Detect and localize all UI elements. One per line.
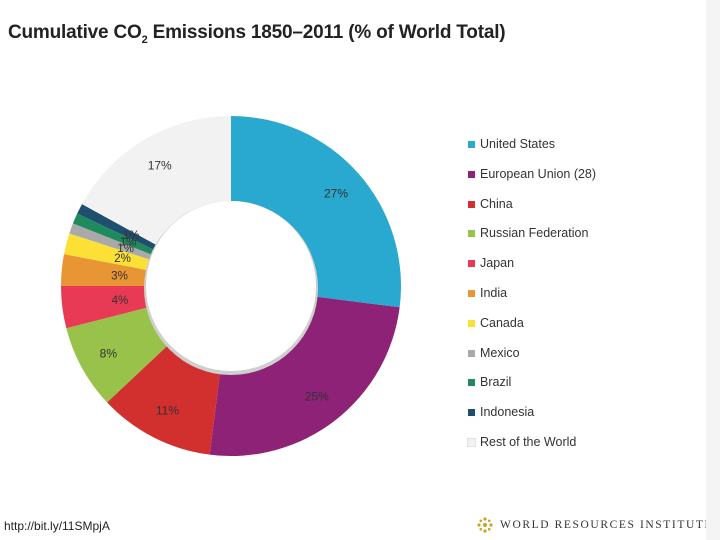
slice-japan <box>61 286 149 329</box>
slice-mexico <box>69 223 152 260</box>
legend-item-brazil: Brazil <box>468 375 596 405</box>
title-prefix: Cumulative CO <box>8 22 142 43</box>
legend-item-united-states: United States <box>468 137 596 167</box>
chart-legend: United States European Union (28) China Rus… <box>467 137 596 465</box>
legend-item-china: China <box>468 197 596 227</box>
legend-label: Indonesia <box>480 405 535 420</box>
legend-label: Canada <box>480 315 524 330</box>
legend-swatch <box>468 289 475 297</box>
legend-swatch <box>468 260 475 268</box>
slice-indonesia <box>77 204 157 250</box>
slice-european-union-28 <box>209 296 400 456</box>
page-edge <box>706 0 720 540</box>
legend-label: Russian Federation <box>480 226 589 241</box>
legend-swatch <box>468 141 475 148</box>
chart-title: Cumulative CO2 Emissions 1850–2011 (% of… <box>8 22 506 46</box>
donut-hole <box>146 201 316 371</box>
slice-label-european-union-28: 25% <box>305 390 329 404</box>
slice-label-canada: 2% <box>114 253 131 265</box>
legend-swatch <box>468 230 475 238</box>
slice-label-mexico: 1% <box>117 243 134 255</box>
slice-label-russian-federation: 8% <box>100 346 118 360</box>
legend-label: Mexico <box>480 345 520 360</box>
slice-label-china: 11% <box>156 404 179 418</box>
legend-item-japan: Japan <box>468 256 596 286</box>
slice-label-indonesia: 1% <box>123 230 140 242</box>
source-url: http://bit.ly/11SMpjA <box>4 519 110 533</box>
wri-logo-icon <box>477 517 493 533</box>
legend-swatch <box>468 379 475 387</box>
legend-label: Brazil <box>480 375 512 390</box>
legend-label: India <box>480 285 508 300</box>
slice-label-india: 3% <box>111 270 128 282</box>
legend-item-european-union-28: European Union (28) <box>468 167 596 197</box>
legend-label: United States <box>480 137 556 151</box>
legend-item-rest-of-the-world: Rest of the World <box>467 434 596 465</box>
slice-rest-of-the-world <box>82 116 231 246</box>
donut-chart: 27%25%11%8%4%3%2%1%1%1%17% <box>61 116 401 456</box>
wri-logo-text: WORLD RESOURCES INSTITUTE <box>500 519 714 531</box>
slice-label-united-states: 27% <box>324 186 348 200</box>
legend-swatch <box>467 437 476 447</box>
legend-swatch <box>468 409 475 417</box>
legend-swatch <box>468 170 475 178</box>
slice-china <box>107 344 221 455</box>
slice-united-states <box>231 116 401 308</box>
title-suffix: Emissions 1850–2011 (% of World Total) <box>147 22 506 43</box>
legend-item-india: India <box>468 286 596 316</box>
legend-item-indonesia: Indonesia <box>468 405 596 435</box>
legend-swatch <box>468 200 475 208</box>
legend-label: European Union (28) <box>480 166 597 181</box>
slice-brazil <box>72 213 155 255</box>
slice-label-japan: 4% <box>112 295 129 307</box>
legend-label: China <box>480 196 513 211</box>
slice-india <box>61 254 148 286</box>
slice-canada <box>64 233 151 271</box>
wri-logo: WORLD RESOURCES INSTITUTE <box>476 516 713 534</box>
legend-label: Japan <box>480 256 515 271</box>
legend-item-canada: Canada <box>468 316 596 346</box>
legend-label: Rest of the World <box>480 434 577 449</box>
slice-russian-federation <box>66 307 170 403</box>
legend-swatch <box>468 319 475 327</box>
legend-item-mexico: Mexico <box>468 346 596 376</box>
legend-swatch <box>468 349 475 357</box>
slice-label-rest-of-the-world: 17% <box>148 158 172 172</box>
slice-label-brazil: 1% <box>120 237 137 249</box>
title-subscript: 2 <box>141 34 148 46</box>
legend-item-russian-federation: Russian Federation <box>468 226 596 256</box>
